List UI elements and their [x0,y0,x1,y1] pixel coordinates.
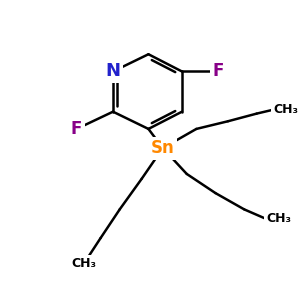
Text: CH₃: CH₃ [266,212,291,226]
Text: F: F [71,120,82,138]
Text: Sn: Sn [151,139,175,157]
Text: CH₃: CH₃ [72,256,97,269]
Text: F: F [213,62,224,80]
Text: N: N [106,62,121,80]
Text: CH₃: CH₃ [273,103,298,116]
